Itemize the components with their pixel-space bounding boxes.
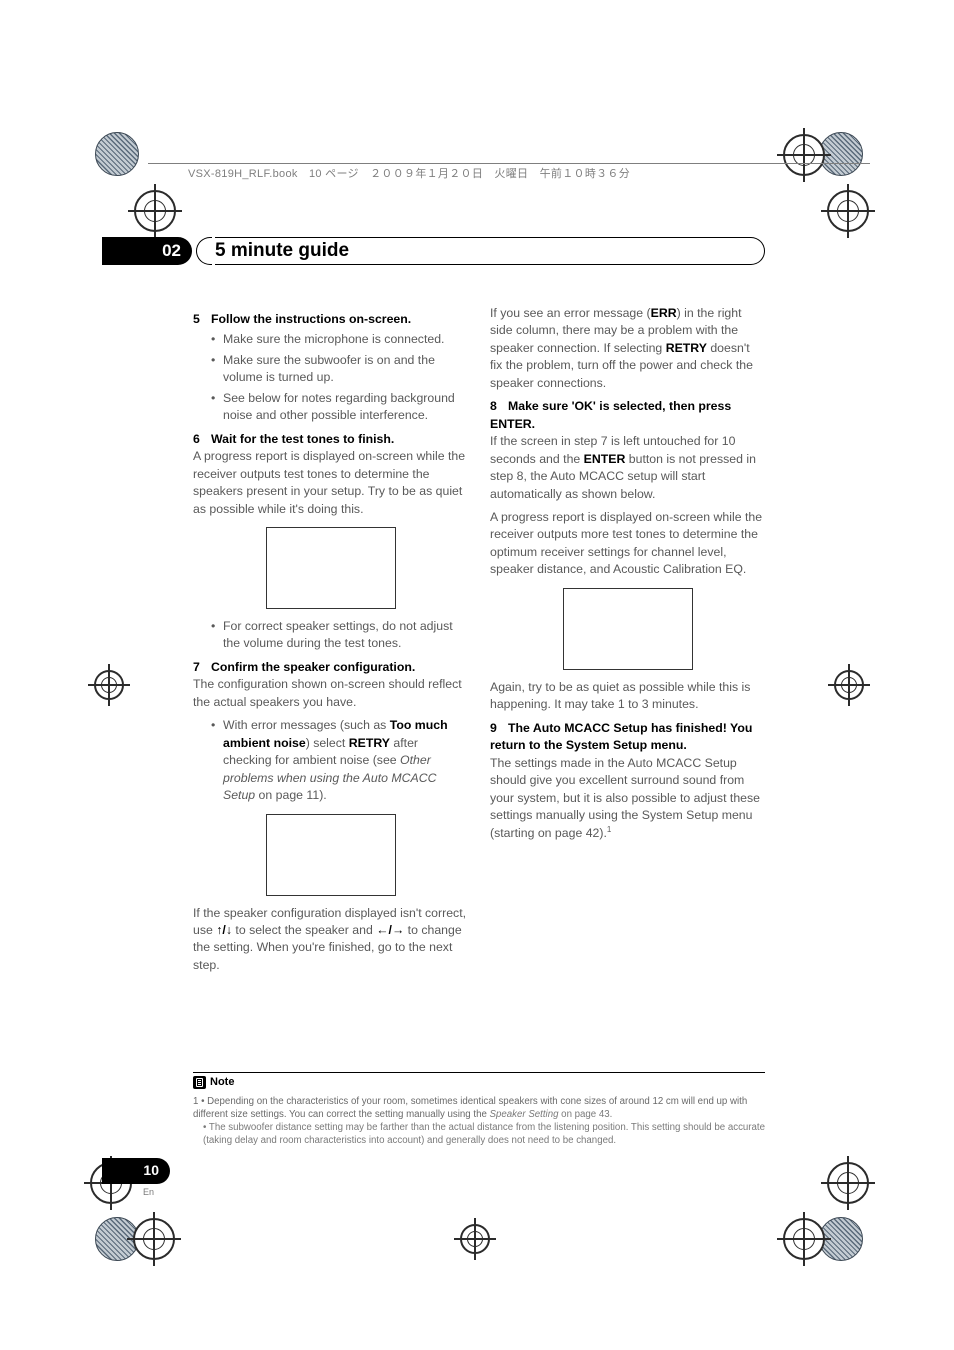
footnote-ref: 1 (607, 825, 611, 834)
chapter-number-tab: 02 (102, 237, 192, 265)
note-icon (193, 1076, 206, 1089)
step-5-bullets: Make sure the microphone is connected. M… (211, 331, 468, 424)
step-8-para2: A progress report is displayed on-screen… (490, 509, 765, 579)
registration-mark-icon (827, 190, 869, 232)
registration-mark-icon (783, 1218, 825, 1260)
page-language: En (143, 1186, 154, 1199)
list-item: For correct speaker settings, do not adj… (211, 618, 468, 653)
list-item: With error messages (such as Too much am… (211, 717, 468, 804)
step-6-para: A progress report is displayed on-screen… (193, 448, 468, 518)
registration-mark-icon (94, 670, 124, 700)
column-right: If you see an error message (ERR) in the… (490, 305, 765, 980)
note-section: Note 1 • Depending on the characteristic… (193, 1072, 765, 1147)
registration-mark-icon (133, 1218, 175, 1260)
chapter-title: 5 minute guide (215, 237, 349, 265)
right-arrow-icon: → (392, 923, 404, 937)
osd-screenshot-placeholder (266, 527, 396, 609)
registration-mark-icon (783, 134, 825, 176)
step-7-para1: The configuration shown on-screen should… (193, 676, 468, 711)
step-6-bullets: For correct speaker settings, do not adj… (211, 618, 468, 653)
step-6-heading: 6Wait for the test tones to finish. (193, 431, 468, 448)
running-header: VSX-819H_RLF.book 10 ページ ２００９年１月２０日 火曜日 … (188, 167, 630, 183)
header-rule (148, 163, 870, 164)
step-9-para: The settings made in the Auto MCACC Setu… (490, 755, 765, 843)
list-item: See below for notes regarding background… (211, 390, 468, 425)
list-item: Make sure the subwoofer is on and the vo… (211, 352, 468, 387)
step-5-heading: 5Follow the instructions on-screen. (193, 311, 468, 328)
step-8-para3: Again, try to be as quiet as possible wh… (490, 679, 765, 714)
registration-mark-icon (827, 1162, 869, 1204)
footnote-1b: • The subwoofer distance setting may be … (193, 1121, 765, 1147)
step-7-para2: If the speaker configuration displayed i… (193, 905, 468, 975)
chapter-bracket-right (749, 237, 765, 265)
content-area: 5Follow the instructions on-screen. Make… (193, 305, 765, 980)
step-9-heading: 9The Auto MCACC Setup has finished! You … (490, 720, 765, 755)
footnote-1: 1 • Depending on the characteristics of … (193, 1095, 765, 1121)
column-left: 5Follow the instructions on-screen. Make… (193, 305, 468, 980)
note-label: Note (193, 1075, 234, 1091)
osd-screenshot-placeholder (266, 814, 396, 896)
registration-mark-icon (134, 190, 176, 232)
err-para: If you see an error message (ERR) in the… (490, 305, 765, 392)
note-rule (193, 1072, 765, 1073)
note-body: 1 • Depending on the characteristics of … (193, 1095, 765, 1147)
left-arrow-icon: ← (376, 923, 388, 937)
chapter-heading: 02 5 minute guide (102, 237, 765, 265)
registration-mark-icon (834, 670, 864, 700)
print-corner-decoration (95, 132, 139, 176)
page-number-badge: 10 (102, 1158, 170, 1184)
step-8-para1: If the screen in step 7 is left untouche… (490, 433, 765, 503)
chapter-bracket-left (196, 237, 212, 265)
registration-mark-icon (460, 1224, 490, 1254)
list-item: Make sure the microphone is connected. (211, 331, 468, 348)
chapter-bottom-rule (215, 264, 749, 265)
step-7-heading: 7Confirm the speaker configuration. (193, 659, 468, 676)
osd-screenshot-placeholder (563, 588, 693, 670)
step-8-heading: 8Make sure 'OK' is selected, then press … (490, 398, 765, 433)
step-7-bullets: With error messages (such as Too much am… (211, 717, 468, 804)
